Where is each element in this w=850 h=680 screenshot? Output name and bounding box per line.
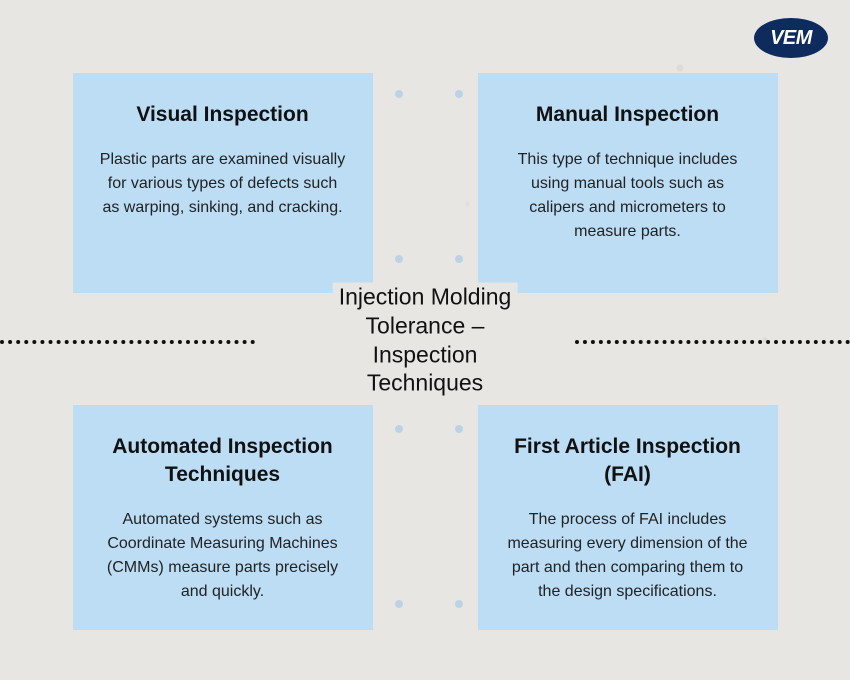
card-visual-inspection: Visual Inspection Plastic parts are exam… (73, 73, 373, 293)
card-title: Manual Inspection (536, 101, 719, 128)
card-body: Automated systems such as Coordinate Mea… (99, 508, 347, 604)
card-body: Plastic parts are examined visually for … (99, 148, 347, 220)
card-body: This type of technique includes using ma… (504, 148, 752, 244)
divider-right (575, 340, 850, 344)
center-title: Injection Molding Tolerance – Inspection… (333, 283, 518, 398)
card-manual-inspection: Manual Inspection This type of technique… (478, 73, 778, 293)
card-fai: First Article Inspection (FAI) The proce… (478, 405, 778, 630)
divider-left (0, 340, 255, 344)
card-body: The process of FAI includes measuring ev… (504, 508, 752, 604)
card-title: First Article Inspection (FAI) (504, 433, 752, 488)
card-title: Visual Inspection (136, 101, 308, 128)
card-automated-inspection: Automated Inspection Techniques Automate… (73, 405, 373, 630)
card-title: Automated Inspection Techniques (99, 433, 347, 488)
